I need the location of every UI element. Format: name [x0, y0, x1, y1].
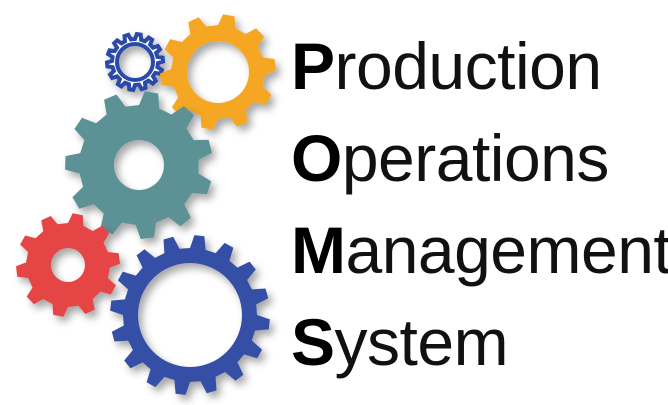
logo-title: Production Operations Management System: [291, 20, 668, 388]
title-rest: roduction: [334, 29, 603, 103]
blue-gear-icon: [110, 235, 270, 395]
small-navy-gear-icon: [104, 31, 166, 93]
title-line-management: Management: [291, 204, 668, 296]
title-initial: M: [291, 213, 346, 287]
teal-gear-icon: [65, 91, 212, 239]
red-gear-icon: [16, 213, 120, 317]
title-initial: O: [291, 121, 342, 195]
title-rest: anagement: [345, 213, 668, 287]
title-initial: P: [291, 29, 335, 103]
orange-gear-icon: [160, 14, 276, 130]
title-line-system: System: [291, 296, 668, 388]
title-initial: S: [291, 305, 335, 379]
title-rest: perations: [341, 121, 610, 195]
title-line-production: Production: [291, 20, 668, 112]
title-rest: ystem: [334, 305, 509, 379]
title-line-operations: Operations: [291, 112, 668, 204]
